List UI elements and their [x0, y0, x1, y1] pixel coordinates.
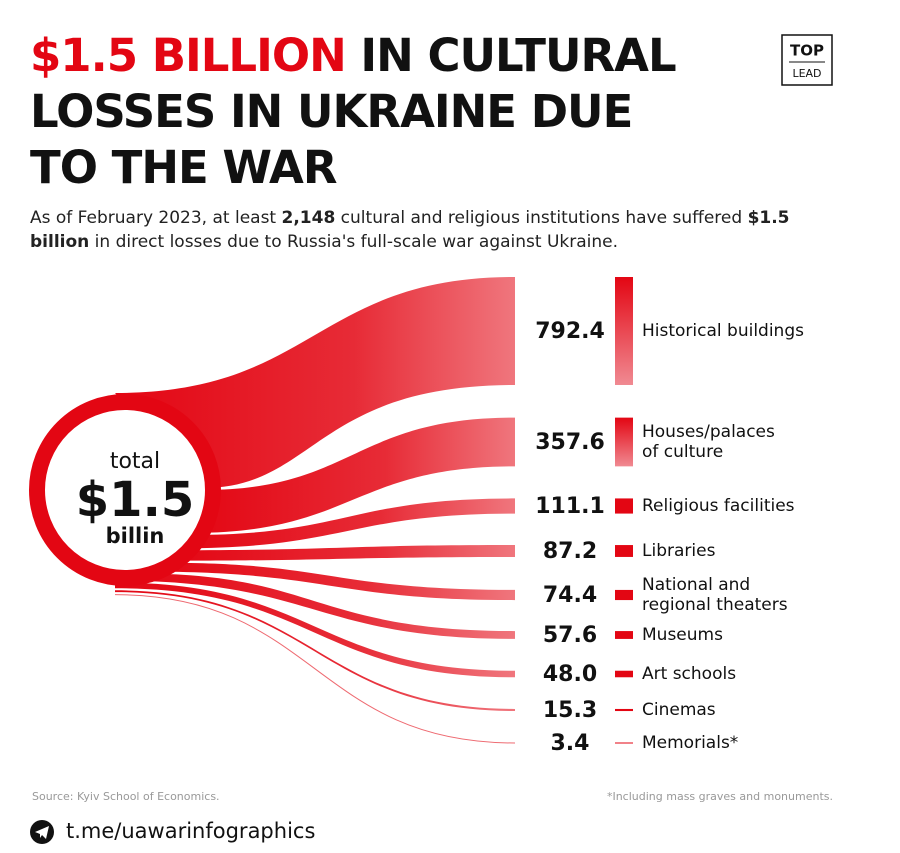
category-label: Libraries: [642, 541, 716, 561]
value-label: 792.4: [535, 319, 605, 344]
flow: [147, 562, 516, 601]
flow: [115, 277, 515, 489]
value-label: 15.3: [543, 698, 597, 723]
category-label: Memorials*: [642, 733, 738, 753]
flow: [115, 590, 515, 712]
value-label: 3.4: [551, 731, 590, 756]
flow: [167, 545, 515, 561]
title-highlight: $1.5 BILLION: [30, 29, 347, 82]
value-bar: [615, 417, 633, 467]
telegram-plane: [35, 826, 49, 839]
source: Source: Kyiv School of Economics.: [32, 790, 220, 803]
title-line: TO THE WAR: [30, 141, 337, 194]
value-bar: [615, 277, 633, 385]
subtitle-part: $1.5 billion: [30, 208, 790, 252]
flow: [115, 573, 515, 639]
subtitle-part: in direct losses due to Russia's full-sc…: [89, 232, 619, 252]
value-bar: [615, 708, 633, 712]
total-value: $1.5: [76, 472, 194, 528]
category-label: Museums: [642, 625, 723, 645]
value-label: 357.6: [535, 430, 605, 455]
total-caption: total: [110, 449, 160, 474]
category-label: Houses/palaces of culture: [642, 422, 775, 462]
value-bar: [615, 498, 633, 514]
category-label: Art schools: [642, 664, 736, 684]
flow: [180, 498, 516, 549]
logo-top: TOP: [790, 42, 824, 60]
value-label: 111.1: [535, 494, 605, 519]
subtitle-part: cultural and religious institutions have…: [335, 208, 748, 228]
value-label: 87.2: [543, 539, 597, 564]
total-unit: billin: [106, 524, 165, 548]
title-line: LOSSES IN UKRAINE DUE: [30, 85, 633, 138]
category-label: Historical buildings: [642, 321, 804, 341]
flow: [114, 594, 516, 744]
subtitle: As of February 2023, at least 2,148 cult…: [30, 206, 830, 254]
value-bar: [615, 742, 633, 744]
total-ring: [29, 394, 221, 586]
subtitle-part: As of February 2023, at least: [30, 208, 282, 228]
value-bar: [615, 670, 633, 678]
value-bar: [615, 545, 633, 557]
value-label: 74.4: [543, 583, 597, 608]
title: $1.5 BILLION IN CULTURAL LOSSES IN UKRAIN…: [30, 28, 677, 196]
category-label: National and regional theaters: [642, 575, 788, 615]
category-label: Cinemas: [642, 700, 716, 720]
flow: [115, 582, 515, 678]
category-label: Religious facilities: [642, 496, 795, 516]
flow: [191, 417, 515, 533]
logo-box: [781, 34, 833, 86]
title-line: IN CULTURAL: [360, 29, 676, 82]
value-bar: [615, 589, 633, 601]
footnote: *Including mass graves and monuments.: [607, 790, 833, 803]
subtitle-part: 2,148: [281, 208, 336, 228]
logo-bottom: LEAD: [792, 67, 821, 80]
link[interactable]: t.me/uawarinfographics: [66, 819, 315, 843]
value-label: 57.6: [543, 623, 597, 648]
value-label: 48.0: [543, 662, 597, 687]
value-bar: [615, 631, 633, 639]
